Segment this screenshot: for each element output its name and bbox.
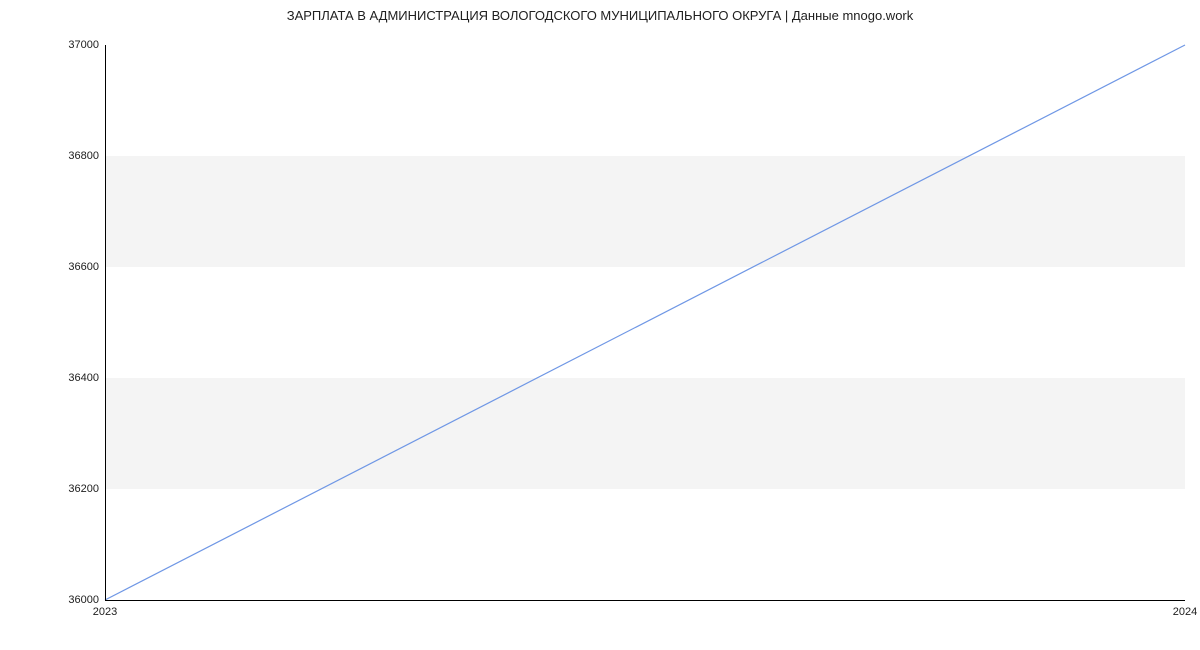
- series-line: [105, 45, 1185, 600]
- y-tick-label: 37000: [68, 39, 99, 51]
- y-axis-line: [105, 45, 106, 600]
- line-layer: [105, 45, 1185, 600]
- y-tick-label: 36000: [68, 594, 99, 606]
- y-tick-label: 36200: [68, 483, 99, 495]
- x-tick-label: 2024: [1173, 606, 1197, 618]
- y-tick-label: 36800: [68, 150, 99, 162]
- chart-container: ЗАРПЛАТА В АДМИНИСТРАЦИЯ ВОЛОГОДСКОГО МУ…: [0, 0, 1200, 650]
- x-tick-label: 2023: [93, 606, 117, 618]
- y-tick-label: 36600: [68, 261, 99, 273]
- y-tick-label: 36400: [68, 372, 99, 384]
- x-axis-line: [105, 600, 1185, 601]
- chart-title: ЗАРПЛАТА В АДМИНИСТРАЦИЯ ВОЛОГОДСКОГО МУ…: [0, 8, 1200, 23]
- plot-area: 36000362003640036600368003700020232024: [105, 45, 1185, 600]
